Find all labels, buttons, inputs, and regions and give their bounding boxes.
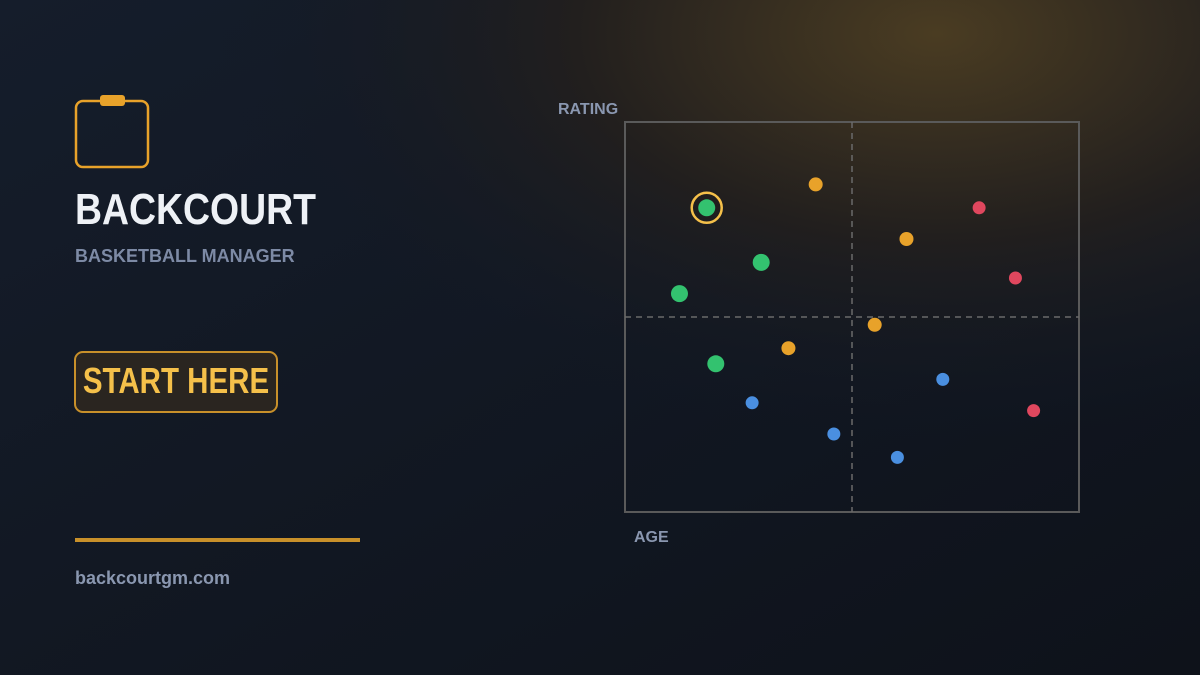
logo-clip: [100, 95, 125, 106]
point: [808, 177, 823, 192]
start-button-label[interactable]: START HERE: [83, 360, 269, 400]
point: [890, 450, 904, 464]
point: [899, 232, 914, 246]
point: [781, 341, 796, 356]
point: [707, 355, 725, 373]
divider: [75, 538, 360, 542]
point: [752, 253, 770, 271]
point: [1008, 271, 1022, 285]
point: [867, 317, 882, 332]
y-axis-label: RATING: [558, 101, 618, 118]
point: [1027, 404, 1041, 418]
site-url[interactable]: backcourtgm.com: [75, 568, 230, 588]
point: [698, 199, 716, 217]
point: [670, 285, 688, 303]
point: [972, 201, 986, 215]
point: [827, 427, 841, 441]
point: [745, 396, 759, 410]
brand-title: BACKCOURT: [75, 184, 316, 234]
brand-subtitle: BASKETBALL MANAGER: [75, 246, 295, 266]
x-axis-label: AGE: [634, 529, 669, 546]
selection-ring: [690, 191, 723, 225]
point: [936, 372, 950, 386]
start-button[interactable]: [74, 351, 278, 413]
